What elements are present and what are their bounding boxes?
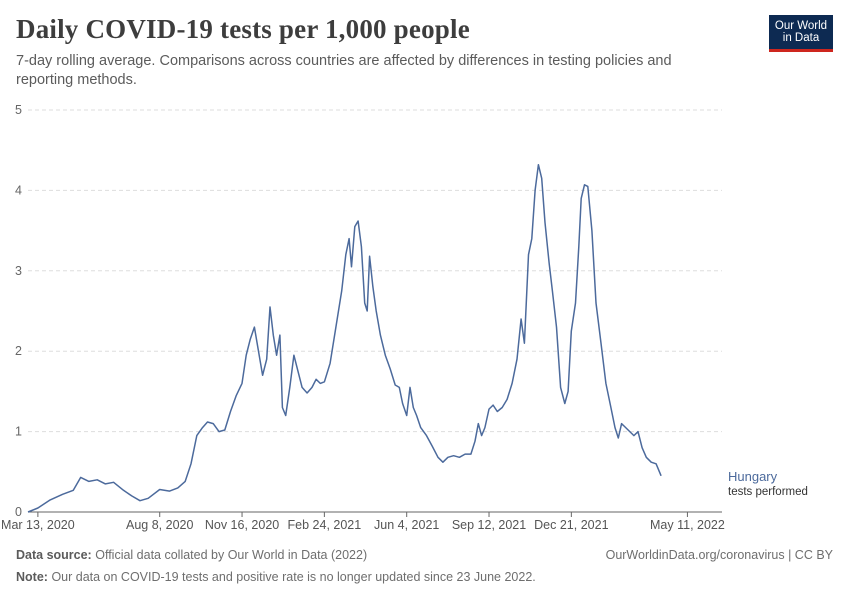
series-sublabel: tests performed <box>728 486 808 498</box>
note-label: Note: <box>16 570 48 584</box>
logo-line-1: Our World <box>774 20 828 32</box>
data-source: Data source: Official data collated by O… <box>16 548 367 562</box>
x-tick-label: Feb 24, 2021 <box>288 518 362 532</box>
series-label-hungary: Hungary <box>728 469 778 484</box>
x-tick-label: May 11, 2022 <box>650 518 725 532</box>
x-tick-label: Aug 8, 2020 <box>126 518 193 532</box>
data-source-label: Data source: <box>16 548 92 562</box>
y-tick-label: 1 <box>15 425 22 439</box>
y-tick-label: 3 <box>15 264 22 278</box>
x-tick-label: Mar 13, 2020 <box>1 518 75 532</box>
x-tick-label: Dec 21, 2021 <box>534 518 608 532</box>
series-line-hungary <box>27 163 662 513</box>
y-tick-label: 0 <box>15 505 22 519</box>
y-tick-label: 4 <box>15 183 22 197</box>
x-tick-label: Sep 12, 2021 <box>452 518 526 532</box>
x-tick-label: Jun 4, 2021 <box>374 518 439 532</box>
chart-subtitle: 7-day rolling average. Comparisons acros… <box>16 53 672 88</box>
logo-line-2: in Data <box>782 32 820 44</box>
chart-note: Note: Our data on COVID-19 tests and pos… <box>16 570 536 584</box>
x-tick-label: Nov 16, 2020 <box>205 518 279 532</box>
note-text: Our data on COVID-19 tests and positive … <box>51 570 536 584</box>
chart-title: Daily COVID-19 tests per 1,000 people <box>16 14 470 44</box>
owid-logo[interactable]: Our World in Data <box>769 15 833 52</box>
data-source-text: Official data collated by Our World in D… <box>95 548 368 562</box>
y-tick-label: 2 <box>15 344 22 358</box>
y-tick-label: 5 <box>15 103 22 117</box>
source-url-link[interactable]: OurWorldinData.org/coronavirus | CC BY <box>605 548 833 562</box>
